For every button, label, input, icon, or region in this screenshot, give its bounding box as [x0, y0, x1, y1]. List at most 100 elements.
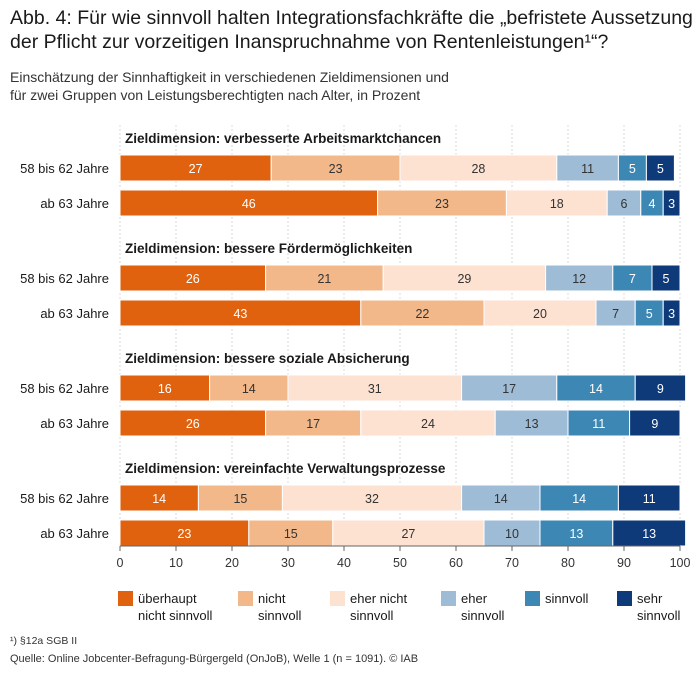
data-label: 10 — [505, 527, 519, 541]
row-label: ab 63 Jahre — [40, 526, 109, 541]
bar-segment — [461, 484, 541, 512]
x-tick-label: 40 — [337, 556, 351, 570]
data-label: 29 — [457, 272, 471, 286]
data-label: 4 — [649, 197, 656, 211]
bar-segment — [360, 299, 485, 327]
bar-segment — [360, 409, 496, 437]
group-title: Zieldimension: vereinfachte Verwaltungsp… — [125, 461, 446, 476]
bar-segment — [634, 374, 687, 402]
bar-segment — [209, 374, 289, 402]
figure-title-line-1: Abb. 4: Für wie sinnvoll halten Integrat… — [10, 7, 693, 29]
group-title: Zieldimension: bessere Fördermöglichkeit… — [125, 241, 412, 256]
data-label: 9 — [657, 382, 664, 396]
bar-segment — [119, 299, 362, 327]
legend-label: eher nicht — [350, 591, 407, 606]
legend-swatch — [525, 591, 540, 606]
data-label: 24 — [421, 417, 435, 431]
x-tick-label: 100 — [670, 556, 691, 570]
bar-segment — [119, 374, 211, 402]
data-label: 3 — [668, 307, 675, 321]
bar-segment — [617, 484, 681, 512]
bar-segment — [651, 264, 681, 292]
bar-segment — [567, 409, 631, 437]
x-tick-label: 90 — [617, 556, 631, 570]
legend-label: nicht sinnvoll — [138, 608, 213, 623]
data-label: 23 — [329, 162, 343, 176]
legend-label: sinnvoll — [545, 591, 588, 606]
figure-title-line-2: der Pflicht zur vorzeitigen Inanspruchna… — [10, 31, 609, 53]
data-label: 15 — [233, 492, 247, 506]
data-label: 11 — [592, 417, 605, 431]
bar-segment — [248, 519, 334, 547]
bar-segment — [377, 189, 507, 217]
x-tick-label: 50 — [393, 556, 407, 570]
row-label: 58 bis 62 Jahre — [20, 491, 109, 506]
data-label: 23 — [177, 527, 191, 541]
data-label: 43 — [233, 307, 247, 321]
row-label: 58 bis 62 Jahre — [20, 161, 109, 176]
data-label: 27 — [401, 527, 415, 541]
row-label: 58 bis 62 Jahre — [20, 271, 109, 286]
x-tick-label: 20 — [225, 556, 239, 570]
data-label: 16 — [158, 382, 172, 396]
data-label: 26 — [186, 417, 200, 431]
figure-title: Abb. 4: Für wie sinnvoll halten Integrat… — [10, 6, 694, 54]
data-label: 18 — [550, 197, 564, 211]
bar-segment — [662, 299, 681, 327]
data-label: 12 — [572, 272, 586, 286]
legend-label: sinnvoll — [637, 608, 680, 623]
bar-segment — [270, 154, 401, 182]
data-label: 15 — [284, 527, 298, 541]
x-tick-label: 70 — [505, 556, 519, 570]
data-label: 46 — [242, 197, 256, 211]
row-label: ab 63 Jahre — [40, 196, 109, 211]
legend-label: eher — [461, 591, 488, 606]
bar-segment — [595, 299, 636, 327]
footnote: ¹) §12a SGB II — [10, 635, 78, 647]
data-label: 22 — [415, 307, 429, 321]
data-label: 26 — [186, 272, 200, 286]
bar-segment — [119, 264, 267, 292]
data-label: 13 — [569, 527, 583, 541]
source-note: Quelle: Online Jobcenter-Befragung-Bürge… — [10, 653, 419, 665]
bar-segment — [494, 409, 569, 437]
data-label: 28 — [471, 162, 485, 176]
legend-label: sinnvoll — [258, 608, 301, 623]
legend-swatch — [441, 591, 456, 606]
legend-label: sinnvoll — [350, 608, 393, 623]
bar-segment — [645, 154, 675, 182]
bar-segment — [197, 484, 283, 512]
data-label: 5 — [663, 272, 670, 286]
data-label: 7 — [629, 272, 636, 286]
bar-segment — [662, 189, 681, 217]
bar-segment — [399, 154, 558, 182]
bar-segment — [629, 409, 681, 437]
bar-segment — [119, 519, 250, 547]
legend-swatch — [617, 591, 632, 606]
x-tick-label: 80 — [561, 556, 575, 570]
bar-segment — [119, 189, 379, 217]
data-label: 5 — [629, 162, 636, 176]
data-label: 14 — [572, 492, 586, 506]
bar-segment — [617, 154, 647, 182]
data-label: 14 — [242, 382, 256, 396]
x-tick-label: 30 — [281, 556, 295, 570]
data-label: 31 — [368, 382, 382, 396]
legend-swatch — [330, 591, 345, 606]
bar-segment — [556, 374, 636, 402]
bar-segment — [287, 374, 463, 402]
bar-segment — [119, 484, 199, 512]
legend-label: sehr — [637, 591, 663, 606]
data-label: 11 — [581, 162, 594, 176]
data-label: 6 — [621, 197, 628, 211]
bar-segment — [483, 519, 541, 547]
row-label: 58 bis 62 Jahre — [20, 381, 109, 396]
data-label: 13 — [525, 417, 539, 431]
bar-segment — [606, 189, 642, 217]
bar-segment — [539, 484, 619, 512]
x-tick-label: 10 — [169, 556, 183, 570]
x-tick-label: 0 — [117, 556, 124, 570]
data-label: 7 — [612, 307, 619, 321]
data-label: 5 — [657, 162, 664, 176]
